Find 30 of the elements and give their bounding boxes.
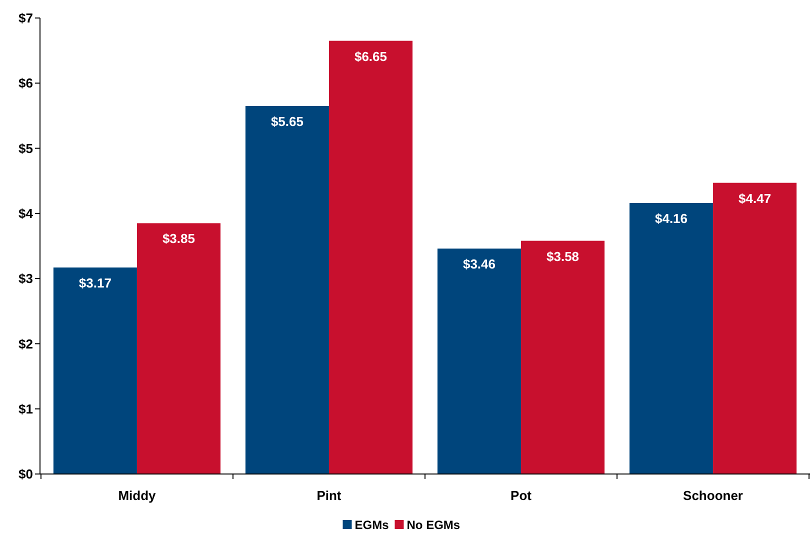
data-label: $5.65 xyxy=(270,114,304,129)
data-label: $4.16 xyxy=(654,211,688,226)
y-tick-label: $1 xyxy=(18,401,33,416)
data-label: $3.46 xyxy=(462,256,496,272)
data-label: $6.65 xyxy=(354,48,388,64)
legend-label: No EGMs xyxy=(406,518,460,532)
y-tick-label: $2 xyxy=(18,336,33,352)
x-tick-label: Middy xyxy=(118,488,157,503)
bar xyxy=(245,106,329,474)
bar xyxy=(437,248,522,474)
y-tick-label: $7 xyxy=(18,10,33,26)
data-label: $3.17 xyxy=(78,275,112,290)
y-tick-label: $4 xyxy=(18,206,34,221)
data-label: $4.47 xyxy=(738,190,772,206)
x-tick-label: Schooner xyxy=(683,488,744,503)
bar xyxy=(136,223,220,474)
bar xyxy=(713,182,797,474)
y-tick-label: $0 xyxy=(18,466,33,482)
bar xyxy=(328,40,413,474)
bar xyxy=(53,267,137,474)
data-label: $3.58 xyxy=(546,248,580,264)
y-tick-label: $3 xyxy=(18,271,33,286)
y-tick-label: $6 xyxy=(18,76,33,91)
y-tick-label: $5 xyxy=(18,140,33,156)
bar xyxy=(521,240,605,474)
bar xyxy=(630,203,714,474)
data-label: $3.85 xyxy=(162,231,196,246)
legend-label: EGMs xyxy=(354,518,390,532)
x-tick-label: Pint xyxy=(316,488,342,503)
x-tick-label: Pot xyxy=(510,488,532,503)
